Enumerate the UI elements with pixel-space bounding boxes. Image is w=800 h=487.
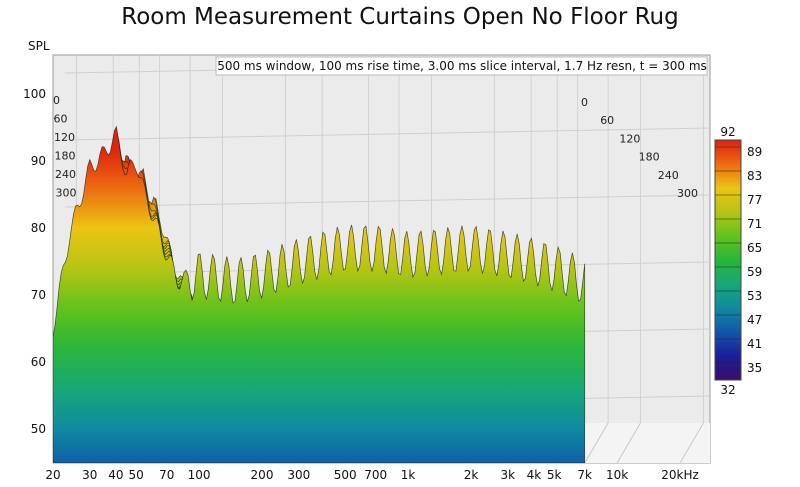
time-tick-left: 0	[53, 94, 60, 107]
x-tick-label: 100	[188, 468, 211, 482]
time-tick-left: 180	[55, 150, 76, 163]
colorbar-tick-label: 41	[747, 337, 762, 351]
y-tick-label: 100	[23, 87, 46, 101]
time-tick-right: 120	[619, 132, 640, 145]
y-tick-label: 90	[31, 154, 46, 168]
y-axis-label: SPL	[28, 39, 50, 53]
x-tick-label: 30	[82, 468, 97, 482]
time-tick-left: 120	[54, 131, 75, 144]
colorbar-tick-label: 89	[747, 145, 762, 159]
x-tick-label: 4k	[527, 468, 542, 482]
grid-line-floor	[616, 422, 641, 464]
time-tick-left: 60	[54, 113, 68, 126]
colorbar-tick-label: 59	[747, 265, 762, 279]
time-tick-right: 240	[658, 169, 679, 182]
time-tick-left: 300	[56, 187, 77, 200]
x-tick-label: 7k	[577, 468, 592, 482]
colorbar	[714, 139, 742, 381]
y-tick-label: 60	[31, 355, 46, 369]
time-tick-right: 180	[639, 151, 660, 164]
x-tick-label: 3k	[501, 468, 516, 482]
x-tick-label: 500	[334, 468, 357, 482]
time-tick-right: 300	[677, 187, 698, 200]
grid-line-floor	[679, 422, 704, 464]
colorbar-tick-label: 35	[747, 361, 762, 375]
colorbar-tick-label: 65	[747, 241, 762, 255]
time-tick-left: 240	[55, 168, 76, 181]
grid-line-spl	[64, 127, 711, 141]
info-box	[215, 56, 708, 76]
time-tick-right: 60	[600, 114, 614, 127]
y-tick-label: 70	[31, 288, 46, 302]
x-tick-label: 5k	[547, 468, 562, 482]
x-tick-label: 20	[45, 468, 60, 482]
colorbar-tick-label: 83	[747, 169, 762, 183]
chart-title: Room Measurement Curtains Open No Floor …	[121, 4, 679, 30]
x-tick-label: 1k	[401, 468, 416, 482]
colorbar-tick-label: 71	[747, 217, 762, 231]
x-tick-label: 700	[364, 468, 387, 482]
x-tick-label: 70	[159, 468, 174, 482]
time-tick-right: 0	[581, 96, 588, 109]
info-text: 500 ms window, 100 ms rise time, 3.00 ms…	[217, 59, 707, 73]
colorbar-tick-label: 77	[747, 193, 762, 207]
colorbar-max-label: 92	[720, 125, 735, 139]
x-tick-label: 300	[287, 468, 310, 482]
x-tick-label: 50	[129, 468, 144, 482]
y-tick-label: 80	[31, 221, 46, 235]
x-tick-label: 2k	[464, 468, 479, 482]
x-tick-label: 20kHz	[661, 468, 699, 482]
colorbar-tick-label: 47	[747, 313, 762, 327]
x-tick-label: 10k	[606, 468, 628, 482]
grid-line-floor	[584, 422, 609, 464]
waterfall-slice	[53, 125, 586, 463]
x-tick-label: 40	[108, 468, 123, 482]
y-tick-label: 50	[31, 422, 46, 436]
grid-line-spl	[64, 194, 711, 208]
colorbar-tick-label: 53	[747, 289, 762, 303]
colorbar-min-label: 32	[720, 383, 735, 397]
x-tick-label: 200	[251, 468, 274, 482]
